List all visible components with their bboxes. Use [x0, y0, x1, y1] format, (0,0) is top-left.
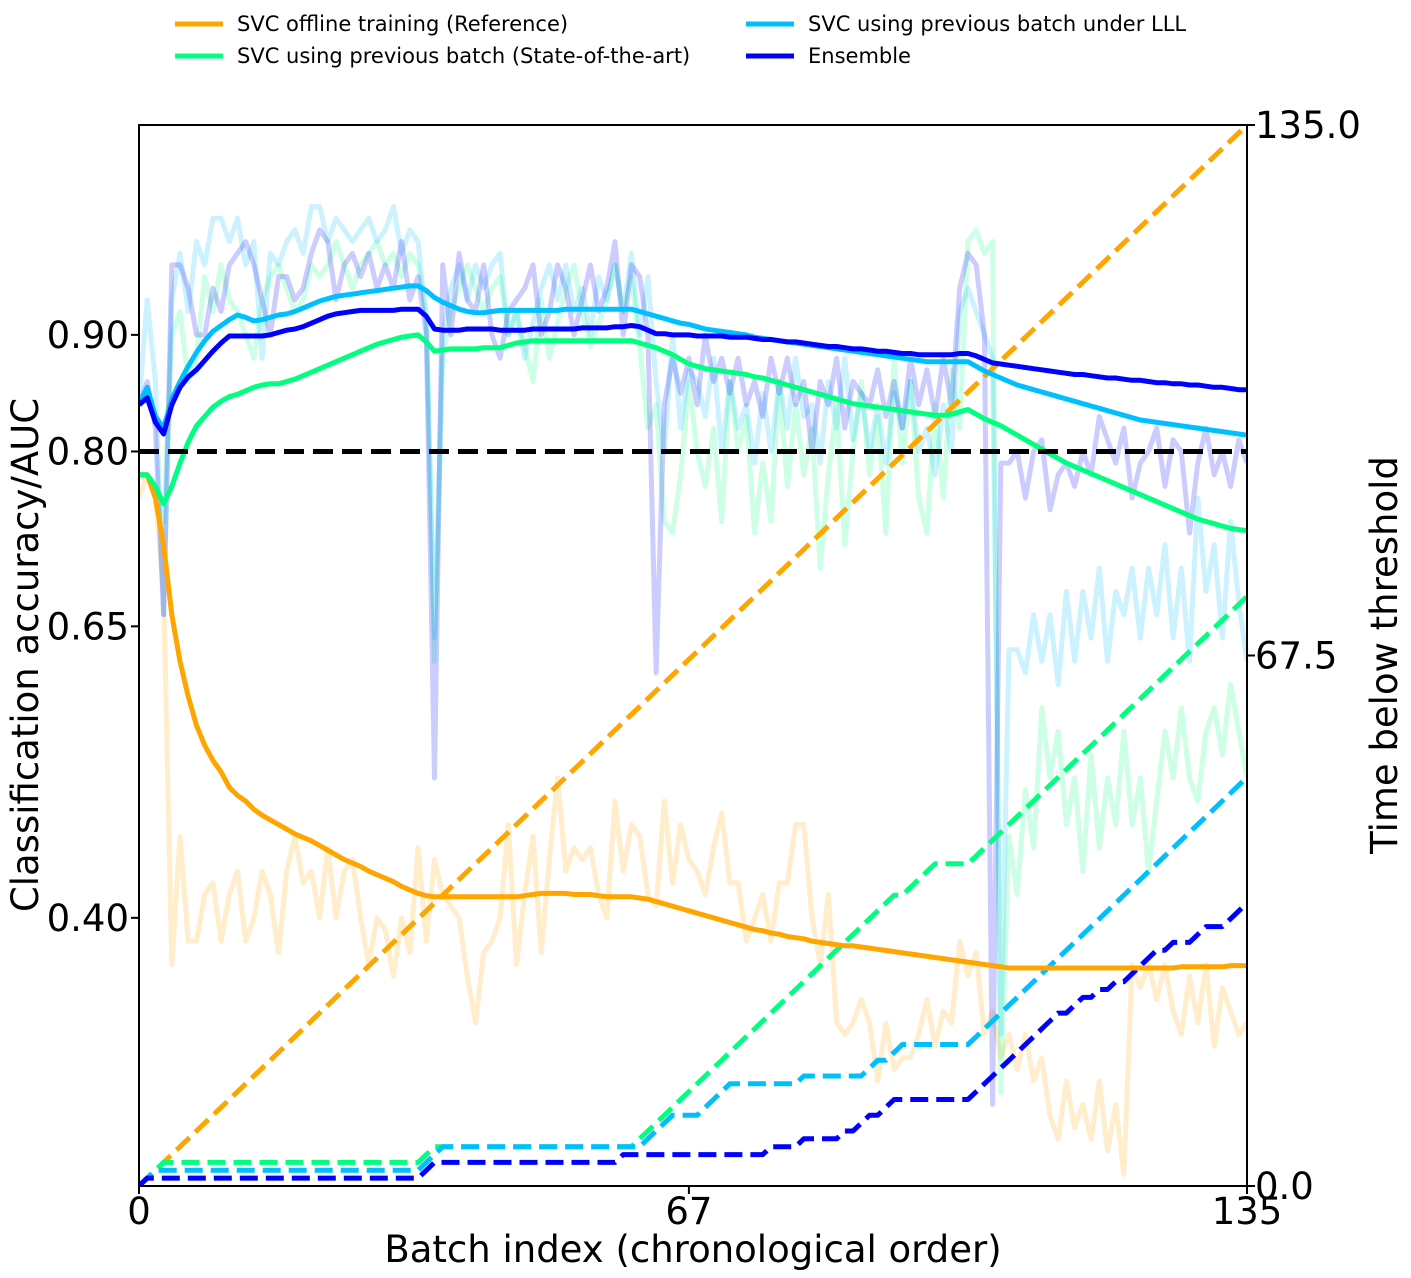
- svc-using-previous-batch-under-lll-time-below-line: [139, 775, 1247, 1186]
- ensemble-time-below-line: [139, 901, 1247, 1186]
- right-axis-title: Time below threshold: [1363, 456, 1406, 855]
- right-tick-label: 135.0: [1255, 104, 1361, 147]
- svc-using-previous-batch-under-lll-legend-label: SVC using previous batch under LLL: [808, 12, 1186, 36]
- y-tick-label: 0.90: [47, 314, 129, 357]
- svc-offline-training-reference-time-below-line: [139, 125, 1247, 1186]
- svc-offline-training-reference-raw-line: [139, 472, 1247, 1177]
- svc-using-previous-batch-state-of-the-art-average-line: [139, 332, 1247, 534]
- legend: SVC offline training (Reference) SVC usin…: [175, 12, 1186, 68]
- svc-using-previous-batch-state-of-the-art-legend-label: SVC using previous batch (State-of-the-a…: [237, 44, 690, 68]
- right-tick-label: 0.0: [1255, 1165, 1314, 1208]
- x-tick-label: 135: [1212, 1190, 1283, 1233]
- svc-using-previous-batch-under-lll-raw-line: [139, 204, 1247, 1037]
- raw-accuracy-lines: [139, 204, 1247, 1177]
- x-tick-label: 0: [127, 1190, 151, 1233]
- average-accuracy-lines: [139, 283, 1247, 971]
- x-tick-label: 67: [665, 1190, 712, 1233]
- ensemble-legend-label: Ensemble: [808, 44, 911, 68]
- x-axis-title: Batch index (chronological order): [384, 1228, 1001, 1271]
- y-tick-label: 0.65: [47, 605, 129, 648]
- ensemble-average-line: [139, 306, 1247, 437]
- y-axis-title: Classification accuracy/AUC: [4, 398, 47, 912]
- time-below-lines: [139, 125, 1247, 1186]
- svc-offline-training-reference-average-line: [139, 472, 1247, 971]
- y-tick-label: 0.80: [47, 430, 129, 473]
- ensemble-raw-line: [139, 227, 1247, 1107]
- svc-offline-training-reference-legend-label: SVC offline training (Reference): [237, 12, 568, 36]
- svc-using-previous-batch-under-lll-average-line: [139, 283, 1247, 438]
- svc-using-previous-batch-state-of-the-art-raw-line: [139, 227, 1247, 1096]
- y-tick-label: 0.40: [47, 897, 129, 940]
- right-tick-label: 67.5: [1255, 635, 1337, 678]
- axis-ticks: 0 67 135 0.40 0.65 0.80 0.90 0.0 67.5 135.0: [47, 104, 1361, 1233]
- svc-using-previous-batch-state-of-the-art-time-below-line: [139, 594, 1247, 1186]
